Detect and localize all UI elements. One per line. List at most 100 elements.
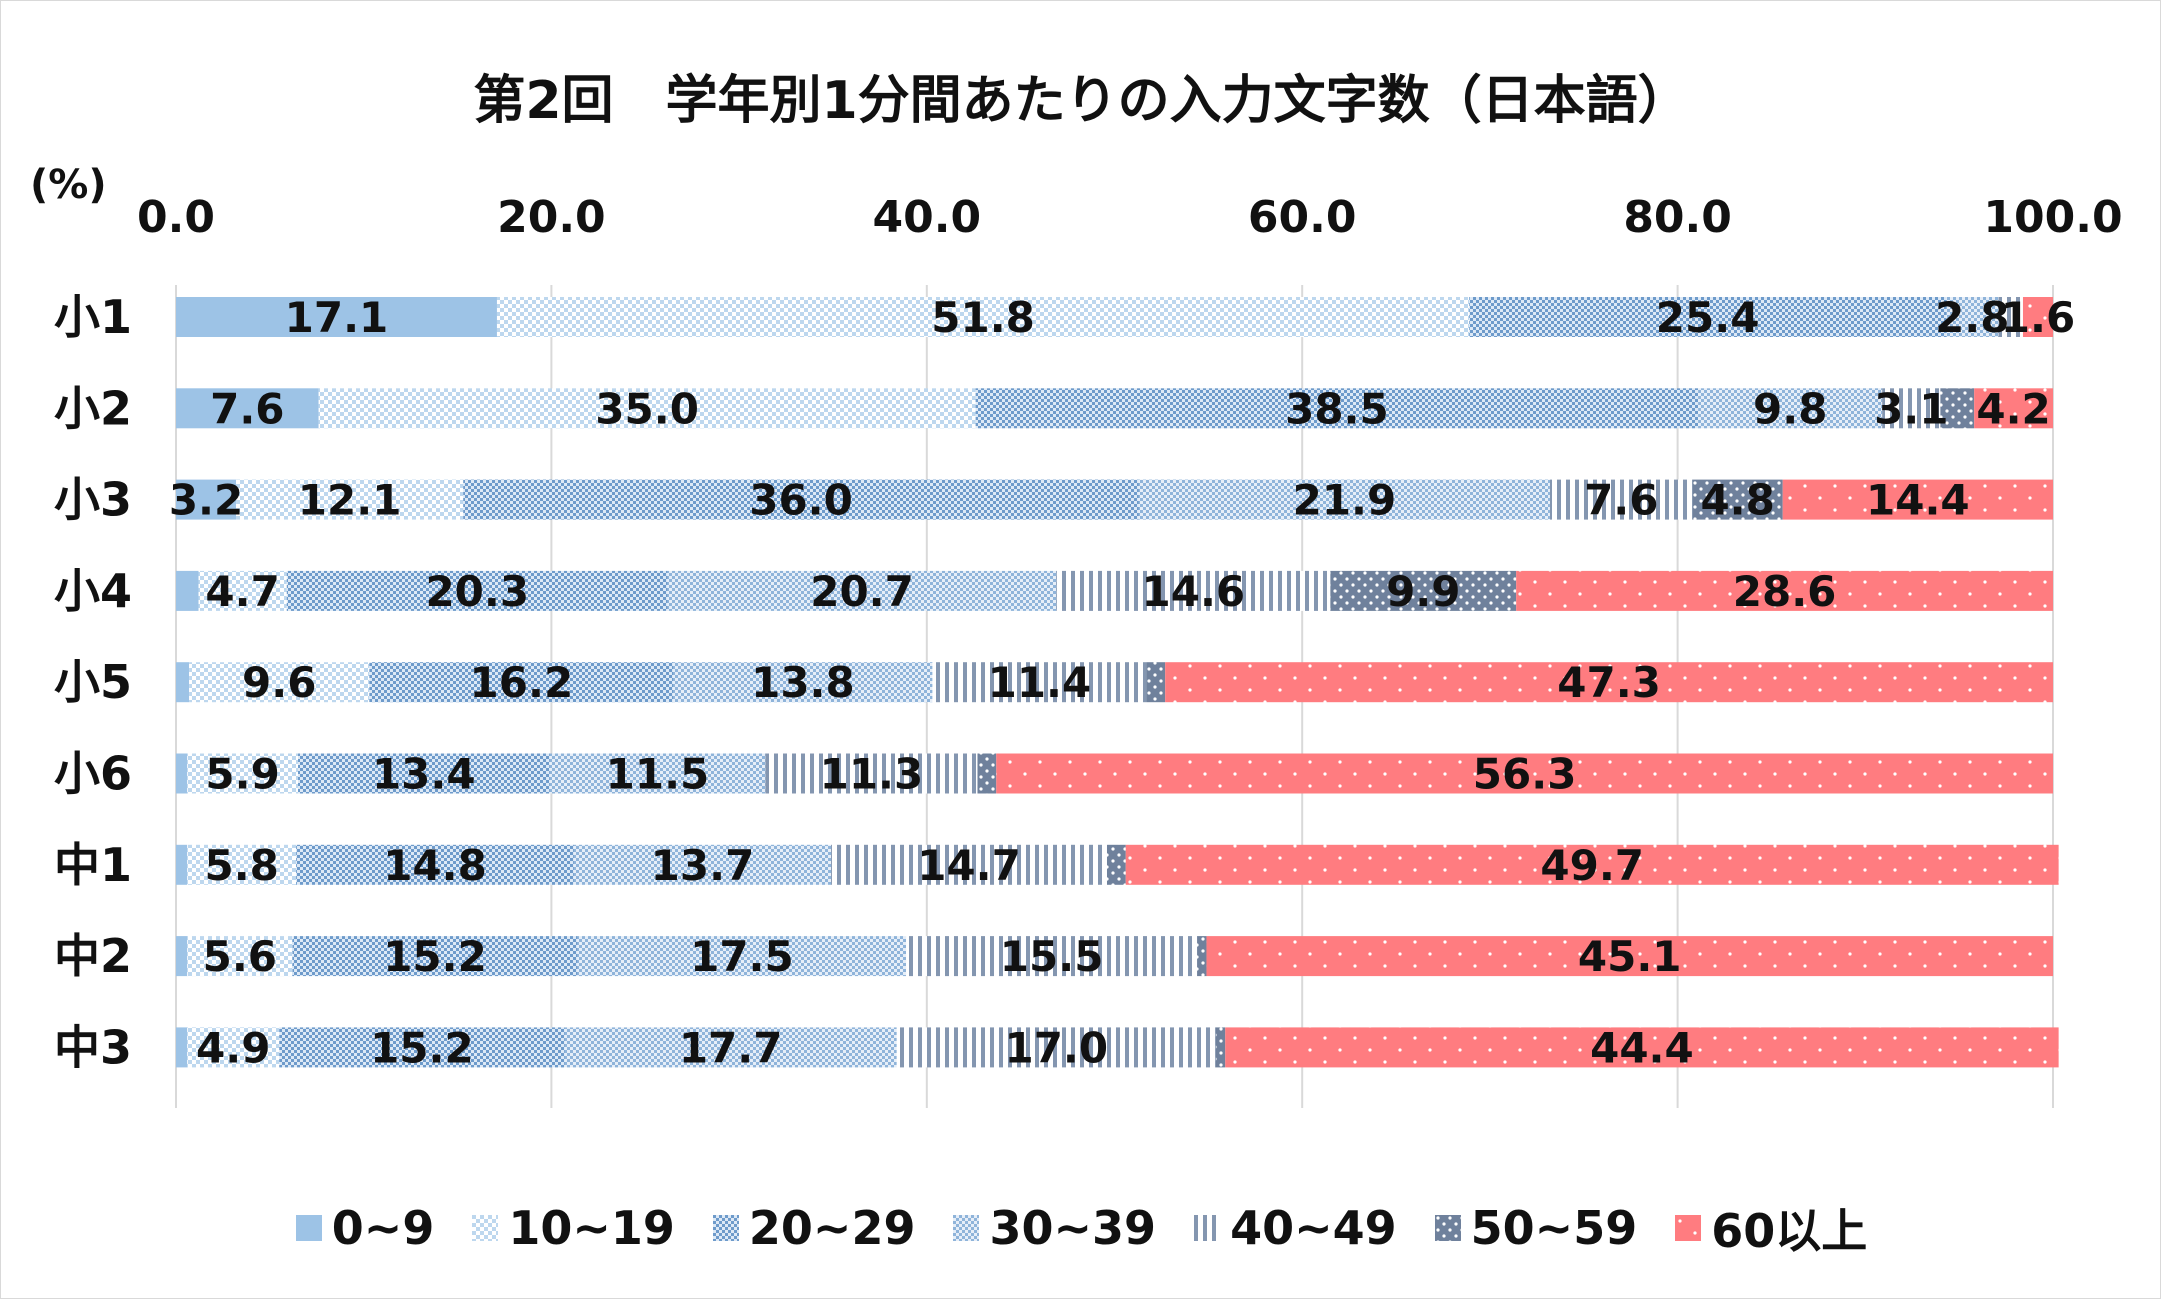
data-label: 7.6 (210, 384, 284, 433)
data-label: 4.7 (205, 567, 279, 616)
legend-item: 50~59 (1434, 1195, 1638, 1261)
data-label: 51.8 (931, 293, 1035, 342)
legend-swatch-fill (1675, 1215, 1702, 1241)
x-tick-label: 100.0 (1983, 192, 2122, 243)
data-label: 12.1 (298, 476, 402, 525)
legend-swatch (1434, 1215, 1461, 1241)
legend-swatch-fill (295, 1215, 322, 1241)
bar-segment (1215, 1027, 1226, 1068)
bar-segment (198, 570, 287, 611)
legend-item: 0~9 (295, 1195, 435, 1261)
bar-segment (369, 662, 674, 703)
bar-segment (1698, 388, 1883, 429)
data-label: 49.7 (1540, 841, 1644, 890)
legend-label: 10~19 (508, 1201, 675, 1255)
category-label: 中2 (54, 929, 132, 983)
bar-segment (1146, 662, 1166, 703)
bar-segment (187, 753, 299, 794)
bar-segment (1516, 570, 2053, 611)
legend-swatch (953, 1215, 980, 1241)
legend: 0~9 10~19 20~29 30~39 40~49 50~59 60以上 (0, 1195, 2163, 1261)
data-label: 38.5 (1285, 384, 1389, 433)
data-label: 3.1 (1874, 384, 1948, 433)
bar-segment (292, 936, 578, 977)
bar-segment (176, 297, 497, 337)
bars (176, 297, 2059, 1068)
bar-segment (564, 1027, 897, 1068)
bar-segment (549, 753, 766, 794)
legend-label: 0~9 (331, 1201, 435, 1255)
bar-segment (176, 570, 199, 611)
data-label: 17.1 (285, 293, 389, 342)
data-label: 4.8 (1700, 476, 1774, 525)
data-label: 13.8 (751, 658, 855, 707)
data-label: 1.6 (2001, 293, 2075, 342)
data-label: 4.2 (1976, 384, 2050, 433)
bar-segment (831, 844, 1107, 885)
data-label: 14.4 (1866, 476, 1970, 525)
bar-segment (187, 1027, 280, 1068)
data-label: 17.7 (679, 1023, 783, 1072)
bar-segment (1165, 662, 2053, 703)
bar-segment (1125, 844, 2059, 885)
legend-label: 60以上 (1711, 1204, 1868, 1258)
data-label: 3.2 (169, 476, 243, 525)
stacked-bar-chart: 0.0 20.0 40.0 60.0 80.0 100.0 小1 小2 小3 小4 小5 小6 中1 中… (54, 192, 2123, 1108)
category-label: 小5 (54, 655, 132, 709)
category-label: 小2 (54, 381, 132, 435)
data-label: 21.9 (1293, 476, 1397, 525)
data-label: 9.8 (1753, 384, 1827, 433)
bar-segment (1106, 844, 1126, 885)
legend-swatch (1675, 1215, 1702, 1241)
legend-item: 60以上 (1675, 1195, 1867, 1261)
bar-segment (1692, 479, 1783, 520)
data-label: 13.7 (651, 841, 755, 890)
bar-segment (896, 1027, 1216, 1068)
x-tick-label: 20.0 (497, 192, 606, 243)
unit-label: (%) (30, 162, 107, 208)
bar-segment (1940, 388, 1975, 429)
data-label: 14.6 (1142, 567, 1246, 616)
legend-swatch (295, 1215, 322, 1241)
bar-segment (236, 479, 464, 520)
bar-segment (667, 570, 1057, 611)
bar-segment (573, 844, 832, 885)
legend-label: 40~49 (1230, 1201, 1397, 1255)
category-label: 中3 (54, 1020, 132, 1074)
category-label: 小1 (54, 290, 132, 344)
bar-segment (1549, 479, 1693, 520)
x-tick-label: 60.0 (1248, 192, 1357, 243)
legend-swatch (472, 1215, 499, 1241)
data-label: 13.4 (372, 750, 476, 799)
bar-segment (1998, 297, 2023, 337)
bar-segment (906, 936, 1198, 977)
data-label: 17.5 (690, 932, 794, 981)
bar-segment (577, 936, 907, 977)
legend-swatch-fill (472, 1215, 499, 1241)
y-axis-categories: 小1 小2 小3 小4 小5 小6 中1 中2 中3 (54, 290, 132, 1074)
legend-label: 50~59 (1470, 1201, 1638, 1255)
data-label: 5.8 (204, 841, 278, 890)
legend-label: 20~29 (748, 1201, 916, 1255)
bar-segment (1138, 479, 1550, 520)
legend-swatch (1194, 1215, 1221, 1241)
data-label: 14.8 (383, 841, 487, 890)
legend-swatch-fill (712, 1215, 739, 1241)
data-label: 9.9 (1386, 567, 1460, 616)
bar-segment (176, 1027, 188, 1068)
legend-item: 40~49 (1194, 1195, 1397, 1261)
bar-segment (765, 753, 978, 794)
data-label: 15.2 (370, 1023, 474, 1072)
category-label: 小3 (54, 473, 132, 527)
x-tick-label: 0.0 (137, 192, 215, 243)
bar-segment (1946, 297, 1999, 337)
bar-segment (932, 662, 1147, 703)
bar-segment (1469, 297, 1947, 337)
bar-segment (1056, 570, 1331, 611)
bar-segment (1197, 936, 1207, 977)
bar-segment (975, 388, 1699, 429)
category-label: 小6 (54, 747, 132, 801)
bar-segment (318, 388, 976, 429)
bar-segment (296, 844, 574, 885)
